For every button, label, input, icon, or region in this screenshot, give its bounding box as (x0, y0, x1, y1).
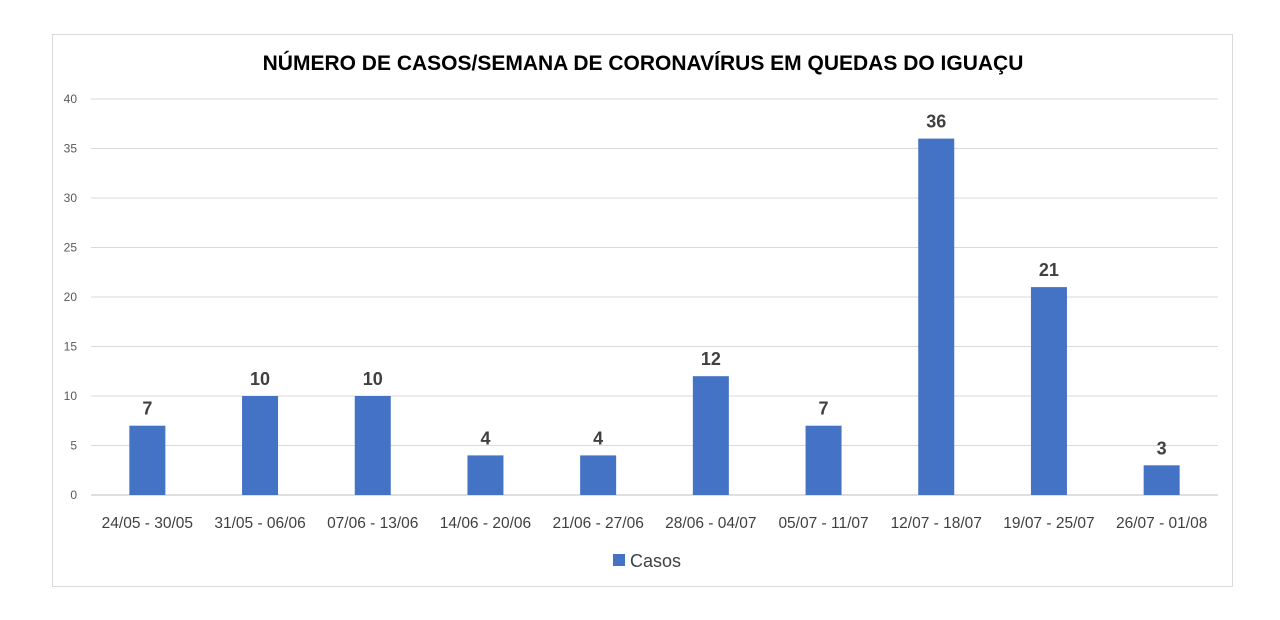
y-tick-label: 35 (64, 142, 78, 156)
y-tick-label: 20 (64, 290, 78, 304)
y-tick-label: 5 (70, 439, 77, 453)
bar (354, 396, 391, 495)
x-tick-label: 24/05 - 30/05 (102, 515, 193, 532)
data-label: 7 (142, 399, 152, 419)
x-tick-label: 28/06 - 04/07 (665, 515, 756, 532)
legend-label-casos: Casos (630, 551, 681, 571)
bar (1143, 465, 1180, 495)
data-label: 7 (819, 399, 829, 419)
y-axis-ticks: 0 5 10 15 20 25 30 35 40 (64, 92, 78, 502)
chart-area: NÚMERO DE CASOS/SEMANA DE CORONAVÍRUS EM… (52, 34, 1233, 587)
bar (242, 396, 279, 495)
y-tick-label: 15 (64, 340, 78, 354)
y-tick-label: 10 (64, 389, 78, 403)
legend: Casos (613, 551, 681, 571)
y-tick-label: 25 (64, 241, 78, 255)
x-tick-label: 05/07 - 11/07 (778, 515, 868, 532)
data-label: 12 (701, 349, 721, 369)
x-tick-label: 26/07 - 01/08 (1116, 515, 1207, 532)
bar (918, 138, 955, 495)
data-labels: 7 10 10 4 4 12 7 36 21 3 (142, 112, 1166, 459)
legend-swatch-casos (613, 554, 625, 566)
x-tick-label: 14/06 - 20/06 (440, 515, 531, 532)
gridlines (91, 98, 1218, 496)
data-label: 4 (593, 428, 603, 448)
x-tick-label: 12/07 - 18/07 (891, 515, 982, 532)
data-label: 3 (1157, 438, 1167, 458)
x-tick-label: 07/06 - 13/06 (327, 515, 418, 532)
x-tick-label: 19/07 - 25/07 (1003, 515, 1094, 532)
x-tick-label: 31/05 - 06/06 (214, 515, 305, 532)
data-label: 21 (1039, 260, 1059, 280)
data-label: 36 (926, 112, 946, 132)
bar (129, 425, 166, 495)
bar (1030, 287, 1067, 495)
bar (805, 425, 842, 495)
data-label: 10 (363, 369, 383, 389)
chart-title: NÚMERO DE CASOS/SEMANA DE CORONAVÍRUS EM… (263, 51, 1024, 75)
y-tick-label: 30 (64, 191, 78, 205)
x-axis-ticks: 24/05 - 30/05 31/05 - 06/06 07/06 - 13/06 1… (102, 515, 1208, 532)
bar (580, 455, 617, 495)
data-label: 4 (480, 428, 490, 448)
bar (467, 455, 504, 495)
bars (129, 138, 1180, 495)
y-tick-label: 0 (70, 488, 77, 502)
x-tick-label: 21/06 - 27/06 (552, 515, 643, 532)
data-label: 10 (250, 369, 270, 389)
bar (692, 376, 729, 495)
bar-chart: NÚMERO DE CASOS/SEMANA DE CORONAVÍRUS EM… (64, 51, 1218, 571)
y-tick-label: 40 (64, 92, 78, 106)
